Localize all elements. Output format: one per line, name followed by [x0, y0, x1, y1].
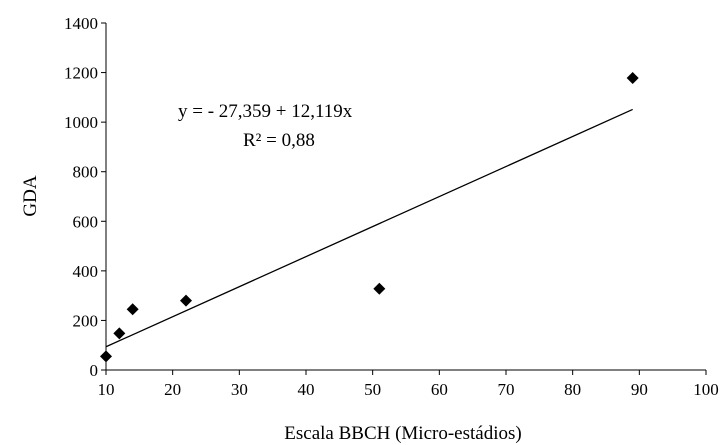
trendline [105, 108, 633, 348]
x-tick-label: 20 [164, 380, 181, 399]
data-point [126, 303, 139, 316]
y-axis-title: GDA [20, 175, 41, 216]
x-axis-title: Escala BBCH (Micro-estádios) [284, 423, 521, 444]
y-axis-ticks: 0 200 400 600 800 1000 1200 1400 [64, 14, 106, 380]
x-tick-label: 60 [431, 380, 448, 399]
data-point [626, 72, 639, 85]
y-tick-label: 800 [73, 163, 99, 182]
data-points [100, 72, 639, 363]
x-tick-label: 70 [498, 380, 515, 399]
x-tick-label: 40 [298, 380, 315, 399]
x-tick-label: 90 [631, 380, 648, 399]
x-tick-label: 30 [231, 380, 248, 399]
x-tick-label: 80 [564, 380, 581, 399]
data-point [373, 282, 386, 295]
plot-area: 0 200 400 600 800 1000 1200 1400 10 20 30 40 50 60 70… [64, 14, 719, 399]
r-squared-label: R² = 0,88 [243, 130, 315, 151]
y-tick-label: 1000 [64, 113, 98, 132]
y-tick-label: 0 [90, 361, 99, 380]
y-tick-label: 400 [73, 262, 99, 281]
y-tick-label: 600 [73, 212, 99, 231]
x-axis-ticks: 10 20 30 40 50 60 70 80 90 100 [98, 370, 719, 399]
x-tick-label: 100 [693, 380, 719, 399]
y-tick-label: 200 [73, 311, 99, 330]
equation-label: y = - 27,359 + 12,119x [178, 101, 353, 122]
y-tick-label: 1200 [64, 64, 98, 83]
data-point [100, 350, 112, 363]
x-tick-label: 50 [364, 380, 381, 399]
x-tick-label: 10 [98, 380, 115, 399]
data-point [180, 294, 192, 307]
data-point [113, 327, 126, 340]
y-tick-label: 1400 [64, 14, 98, 33]
